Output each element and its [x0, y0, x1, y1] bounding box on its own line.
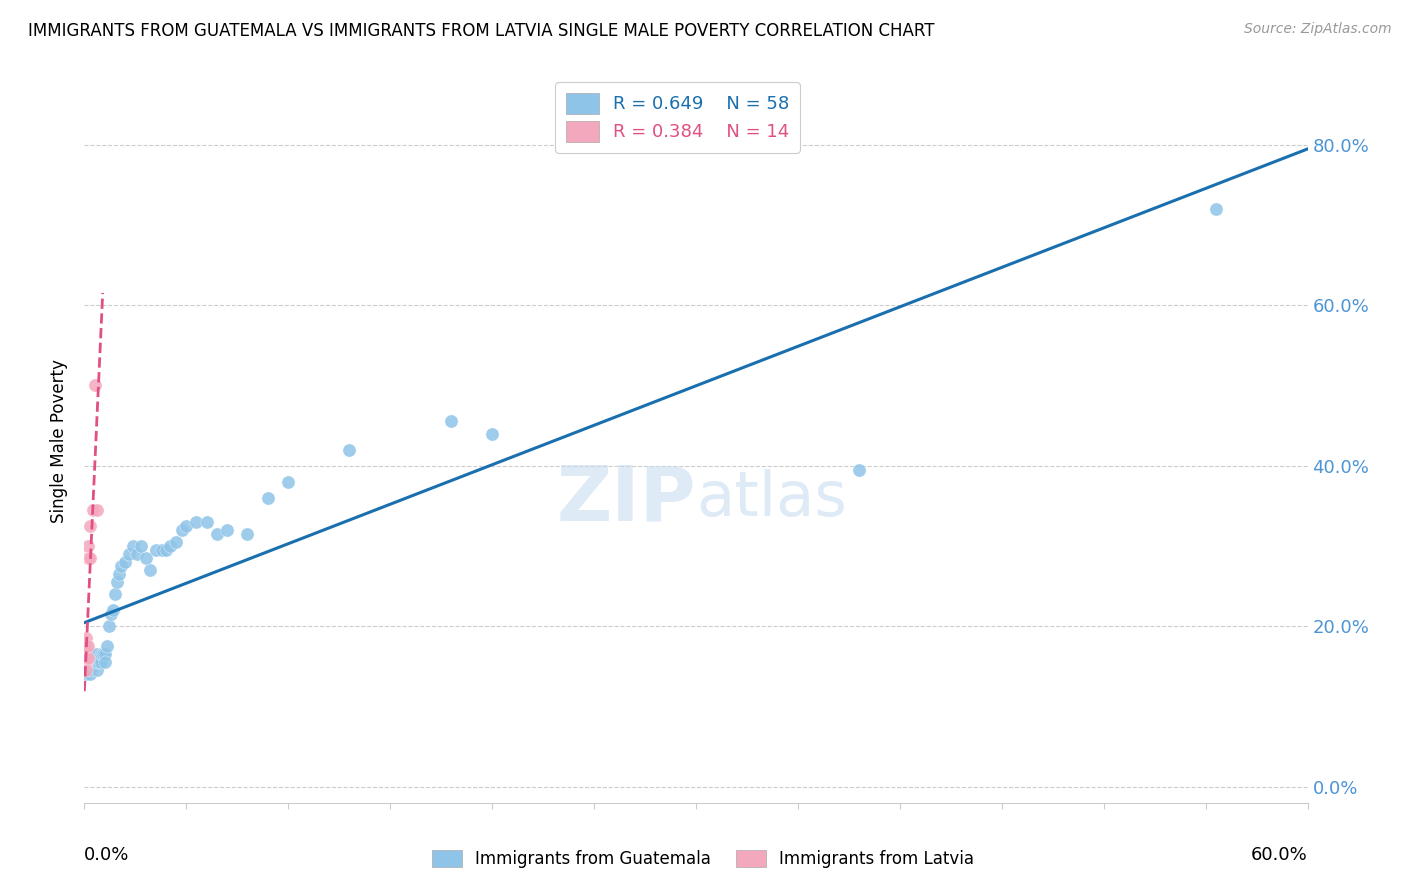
Point: [90, 648, 112, 662]
Point: [101, 603, 124, 617]
Point: [104, 587, 127, 601]
Point: [79, 518, 101, 533]
Point: [77, 651, 100, 665]
Point: [77, 655, 100, 669]
Point: [79, 655, 101, 669]
Point: [108, 567, 131, 582]
Point: [122, 539, 145, 553]
Point: [118, 547, 141, 561]
Point: [77, 551, 100, 566]
Point: [110, 558, 132, 573]
Point: [75, 632, 97, 646]
Point: [236, 526, 259, 541]
Point: [82, 502, 104, 516]
Text: IMMIGRANTS FROM GUATEMALA VS IMMIGRANTS FROM LATVIA SINGLE MALE POVERTY CORRELAT: IMMIGRANTS FROM GUATEMALA VS IMMIGRANTS …: [28, 22, 935, 40]
Point: [86, 664, 108, 678]
Point: [97, 619, 120, 633]
Legend: Immigrants from Guatemala, Immigrants from Latvia: Immigrants from Guatemala, Immigrants fr…: [425, 843, 981, 875]
Point: [159, 539, 181, 553]
Point: [79, 664, 101, 678]
Point: [77, 659, 100, 673]
Y-axis label: Single Male Poverty: Single Male Poverty: [51, 359, 69, 524]
Point: [339, 442, 361, 457]
Point: [93, 655, 115, 669]
Point: [86, 655, 108, 669]
Text: 60.0%: 60.0%: [1251, 847, 1308, 864]
Point: [127, 547, 149, 561]
Point: [75, 655, 97, 669]
Point: [75, 655, 97, 669]
Point: [145, 542, 167, 557]
Point: [172, 523, 194, 537]
Text: ZIP: ZIP: [557, 462, 696, 536]
Point: [90, 655, 112, 669]
Point: [135, 551, 157, 566]
Point: [91, 648, 114, 662]
Point: [100, 607, 122, 621]
Point: [86, 502, 108, 516]
Point: [75, 651, 97, 665]
Point: [79, 667, 101, 681]
Point: [165, 534, 187, 549]
Text: Source: ZipAtlas.com: Source: ZipAtlas.com: [1244, 22, 1392, 37]
Point: [105, 574, 128, 589]
Point: [82, 659, 104, 673]
Point: [150, 542, 173, 557]
Point: [205, 526, 228, 541]
Point: [77, 539, 100, 553]
Point: [174, 518, 197, 533]
Point: [138, 563, 160, 577]
Point: [77, 664, 100, 678]
Point: [848, 462, 870, 476]
Point: [155, 542, 177, 557]
Point: [87, 655, 110, 669]
Legend: R = 0.649    N = 58, R = 0.384    N = 14: R = 0.649 N = 58, R = 0.384 N = 14: [555, 82, 800, 153]
Point: [77, 639, 100, 653]
Point: [96, 639, 118, 653]
Point: [195, 515, 218, 529]
Point: [82, 655, 104, 669]
Point: [257, 491, 280, 505]
Point: [131, 539, 153, 553]
Point: [91, 648, 114, 662]
Point: [83, 651, 105, 665]
Point: [93, 648, 115, 662]
Point: [75, 667, 97, 681]
Point: [83, 378, 105, 392]
Point: [82, 648, 104, 662]
Point: [217, 523, 239, 537]
Point: [83, 655, 105, 669]
Point: [440, 414, 463, 428]
Point: [114, 555, 136, 569]
Point: [79, 551, 101, 566]
Text: 0.0%: 0.0%: [84, 847, 129, 864]
Point: [75, 664, 97, 678]
Point: [186, 515, 208, 529]
Point: [86, 648, 108, 662]
Point: [481, 426, 503, 441]
Point: [75, 639, 97, 653]
Point: [277, 475, 299, 489]
Point: [87, 651, 110, 665]
Text: atlas: atlas: [696, 469, 846, 529]
Point: [1205, 202, 1227, 216]
